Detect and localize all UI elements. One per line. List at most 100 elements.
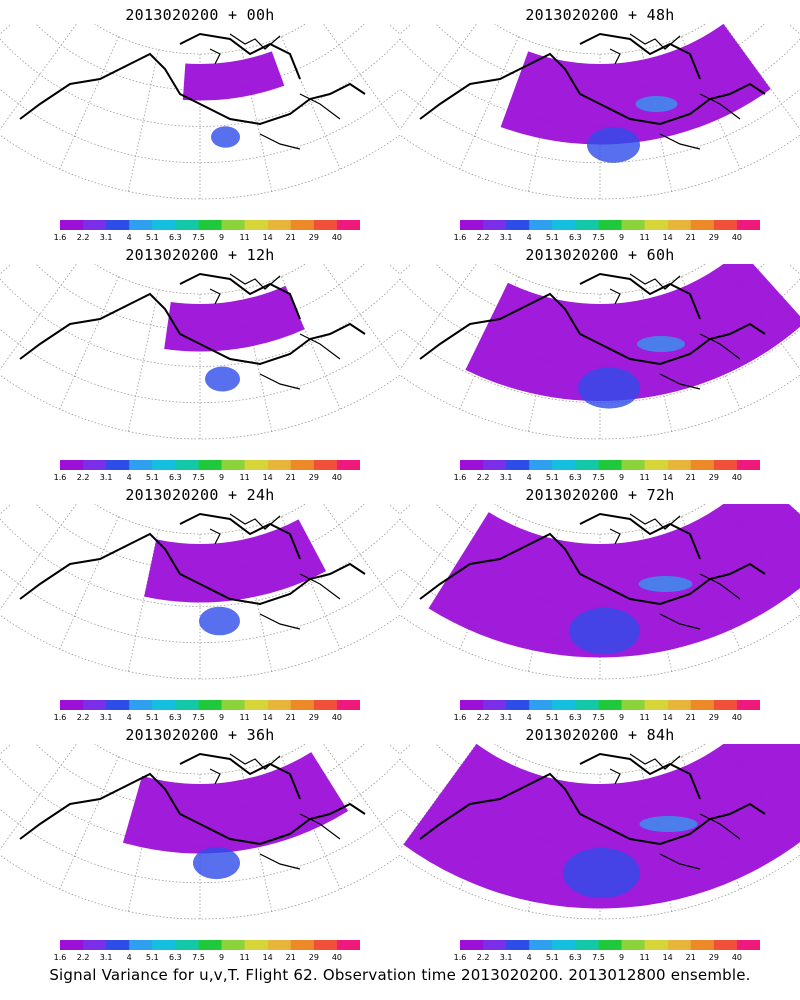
colorbar-label: 11 [639,473,650,482]
polar-map [0,264,400,440]
colorbar-label: 5.1 [545,473,559,482]
colorbar-swatch [621,940,646,950]
colorbar-swatch [336,220,360,230]
colorbar-swatch [129,220,153,230]
polar-map [400,504,800,680]
colorbar [460,940,760,950]
colorbar-swatch [690,700,715,710]
colorbar-swatch [129,700,153,710]
colorbar-label: 4 [126,473,132,482]
panel-title: 2013020200 + 24h [125,486,275,504]
colorbar-label: 9 [618,473,625,482]
figure-caption: Signal Variance for u,v,T. Flight 62. Ob… [49,966,751,984]
colorbar-swatch [221,220,246,230]
colorbar-label: 7.5 [192,713,205,722]
coastline [609,33,741,150]
map-panel: 2013020200 + 36h 1.6 2.2 3.1 4 5.1 6.3 7.5 9 11 14… [0,720,400,962]
colorbar-label: 14 [662,713,673,722]
colorbar-label: 3.1 [99,233,113,242]
colorbar-label: 9 [218,953,225,962]
colorbar-label: 11 [239,233,250,242]
panel-title: 2013020200 + 00h [125,6,275,24]
colorbar-label: 5.1 [145,233,159,242]
colorbar-swatch [713,940,738,950]
colorbar-label: 6.3 [569,233,582,242]
colorbar-swatch [552,220,576,230]
graticule [0,504,400,680]
coastline [209,753,341,870]
colorbar-label: 21 [685,713,696,722]
colorbar-swatch [460,460,484,470]
colorbar-swatch [460,940,484,950]
colorbar-swatch [736,220,760,230]
colorbar-label: 1.6 [53,473,67,482]
colorbar-label: 4 [526,713,532,722]
panel-title: 2013020200 + 36h [125,726,275,744]
colorbar [460,220,760,230]
colorbar-swatch [598,220,623,230]
colorbar-swatch [529,460,553,470]
graticule [0,24,400,200]
colorbar-swatch [313,700,338,710]
colorbar-label: 14 [662,233,673,242]
colorbar-label: 21 [685,953,696,962]
polar-map [400,264,800,440]
colorbar-swatch [290,460,315,470]
colorbar-label: 11 [239,473,250,482]
map-panel: 2013020200 + 48h 1.6 2.2 3.1 4 5.1 6.3 7.5 9 11 14… [400,0,800,242]
colorbar-swatch [336,940,360,950]
colorbar-label: 14 [662,953,673,962]
colorbar [460,700,760,710]
coastline [609,753,741,870]
colorbar-swatch [598,700,623,710]
colorbar-label: 9 [618,713,625,722]
colorbar-label: 9 [218,473,225,482]
colorbar-label: 21 [685,233,696,242]
colorbar-label: 2.2 [76,953,90,962]
colorbar-label: 3.1 [499,953,513,962]
map-panel: 2013020200 + 72h 1.6 2.2 3.1 4 5.1 6.3 7.5 9 11 14… [400,480,800,722]
colorbar-label: 9 [618,233,625,242]
colorbar-swatch [690,220,715,230]
colorbar-label: 14 [262,473,273,482]
colorbar-swatch [713,220,738,230]
colorbar-swatch [106,460,130,470]
colorbar-label: 14 [262,233,273,242]
coastline [209,33,341,150]
colorbar-label: 40 [331,233,343,242]
colorbar-label: 1.6 [453,233,467,242]
colorbar-label: 5.1 [545,953,559,962]
colorbar-swatch [290,940,315,950]
map-panel: 2013020200 + 24h 1.6 2.2 3.1 4 5.1 6.3 7.5 9 11 14… [0,480,400,722]
colorbar-label: 21 [285,713,296,722]
colorbar-swatch [552,940,576,950]
colorbar-swatch [244,700,269,710]
colorbar-labels: 1.6 2.2 3.1 4 5.1 6.3 7.5 9 11 14 21 29 40 [52,953,372,965]
colorbar-swatch [336,460,360,470]
colorbar-swatch [175,220,199,230]
colorbar-swatch [575,700,599,710]
colorbar-label: 6.3 [569,713,582,722]
colorbar-label: 11 [639,953,650,962]
colorbar-label: 5.1 [545,233,559,242]
coastline [419,512,766,606]
colorbar-label: 7.5 [592,473,605,482]
colorbar-label: 2.2 [76,473,90,482]
colorbar-swatch [313,940,338,950]
colorbar-swatch [106,220,130,230]
colorbar-label: 1.6 [53,233,67,242]
colorbar-label: 7.5 [592,713,605,722]
map-panel: 2013020200 + 60h 1.6 2.2 3.1 4 5.1 6.3 7.5 9 11 14… [400,240,800,482]
colorbar-swatch [667,700,692,710]
colorbar-labels: 1.6 2.2 3.1 4 5.1 6.3 7.5 9 11 14 21 29 40 [452,473,772,485]
colorbar-swatch [221,940,246,950]
colorbar-label: 21 [285,473,296,482]
polar-map [0,504,400,680]
colorbar-label: 29 [308,473,319,482]
colorbar-swatch [621,460,646,470]
polar-map [0,24,400,200]
colorbar [460,460,760,470]
colorbar-swatch [575,940,599,950]
coastline [609,513,741,630]
colorbar-swatch [598,460,623,470]
